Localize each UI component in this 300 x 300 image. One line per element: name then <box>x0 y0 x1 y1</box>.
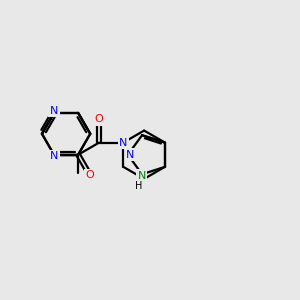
Text: N: N <box>50 151 58 161</box>
Text: H: H <box>135 181 142 191</box>
Text: N: N <box>119 138 128 148</box>
Text: N: N <box>50 106 58 116</box>
Text: O: O <box>95 114 103 124</box>
Text: N: N <box>137 171 146 181</box>
Text: O: O <box>85 170 94 180</box>
Text: N: N <box>126 150 134 160</box>
